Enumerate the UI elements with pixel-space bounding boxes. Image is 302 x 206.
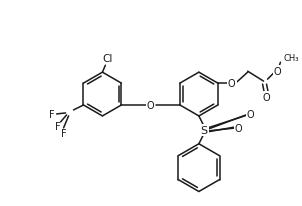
Text: O: O	[263, 92, 270, 103]
Text: O: O	[235, 123, 243, 133]
Text: O: O	[147, 101, 154, 110]
Text: O: O	[247, 109, 254, 119]
Text: O: O	[228, 79, 236, 89]
Text: F: F	[49, 109, 54, 119]
Text: F: F	[55, 121, 60, 131]
Text: S: S	[200, 125, 207, 135]
Text: F: F	[61, 128, 66, 138]
Text: CH₃: CH₃	[284, 54, 299, 62]
Text: O: O	[274, 67, 281, 77]
Text: Cl: Cl	[102, 54, 113, 64]
